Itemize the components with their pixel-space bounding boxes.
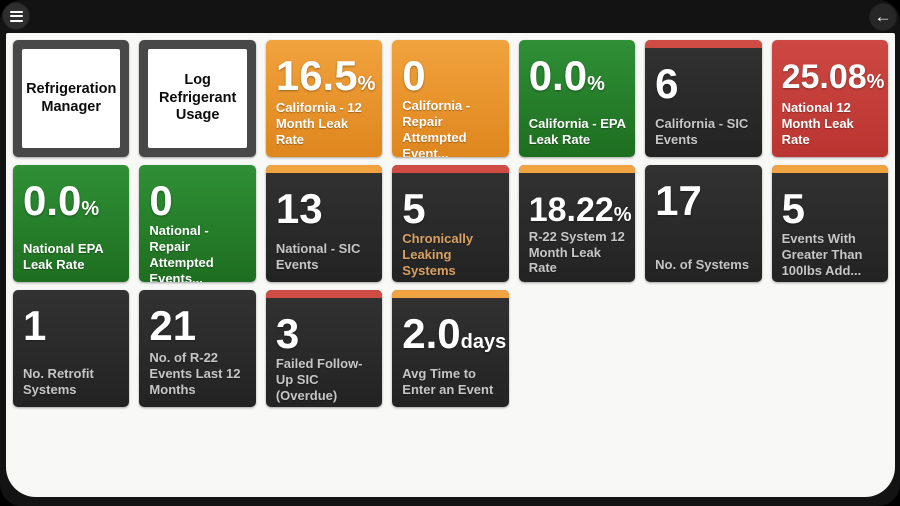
status-stripe-red [392, 165, 509, 173]
metric-tile-national-epa-leak-rate[interactable]: 0.0% National EPA Leak Rate [13, 165, 130, 282]
metric-value: 1 [23, 302, 121, 349]
metric-tile-events-with-greater-than-100lbs-add[interactable]: 5 Events With Greater Than 100lbs Add... [771, 165, 888, 282]
metric-label: Failed Follow-Up SIC (Overdue) [275, 356, 363, 403]
metric-tile-national-repair-attempted-events[interactable]: 0 National - Repair Attempted Events... [139, 165, 256, 282]
status-stripe-red [265, 290, 383, 298]
metric-number: 6 [655, 60, 679, 107]
status-stripe-orange [265, 165, 383, 173]
metric-tile-no-retrofit-systems[interactable]: 1 No. Retrofit Systems [13, 290, 130, 407]
metric-value: 6 [655, 60, 753, 107]
metric-number: 18.22 [528, 191, 614, 229]
status-stripe-orange [771, 165, 888, 173]
nav-tile-inner: Refrigeration Manager [22, 49, 121, 148]
metric-label: National - Repair Attempted Events... [149, 223, 214, 282]
dashboard-content: Refrigeration Manager Log Refrigerant Usa… [6, 33, 895, 497]
metric-tile-avg-time-to-enter-an-event[interactable]: 2.0days Avg Time to Enter an Event [392, 290, 509, 407]
metric-number: 21 [149, 302, 197, 349]
metric-tile-no-of-systems[interactable]: 17 No. of Systems [645, 165, 762, 282]
metric-number: 5 [781, 185, 805, 232]
metric-label: National 12 Month Leak Rate [781, 100, 854, 148]
metric-value: 13 [275, 185, 374, 232]
nav-tile-inner: Log Refrigerant Usage [148, 49, 247, 148]
metric-label: Avg Time to Enter an Event [402, 366, 494, 398]
metric-number: 25.08 [781, 58, 867, 96]
metric-tile-california-epa-leak-rate[interactable]: 0.0% California - EPA Leak Rate [518, 40, 636, 157]
metric-number: 0.0 [528, 52, 588, 99]
metric-suffix: % [81, 198, 100, 220]
metric-suffix: % [587, 73, 605, 95]
menu-button[interactable] [3, 3, 29, 29]
top-bar: ← [0, 0, 900, 33]
hamburger-menu-icon [9, 10, 23, 22]
metric-number: 0.0 [23, 177, 82, 224]
metric-tile-california-12-month-leak-rate[interactable]: 16.5% California - 12 Month Leak Rate [265, 40, 383, 157]
metric-tile-national-12-month-leak-rate[interactable]: 25.08% National 12 Month Leak Rate [771, 40, 888, 157]
nav-tile-label: Log Refrigerant Usage [158, 72, 237, 124]
metric-number: 1 [23, 302, 47, 349]
metric-value: 0.0% [23, 177, 121, 224]
metric-value: 5 [781, 185, 880, 232]
metric-number: 17 [655, 177, 702, 224]
metric-suffix: % [357, 73, 376, 95]
metric-tile-no-of-r-22-events-last-12-months[interactable]: 21 No. of R-22 Events Last 12 Months [139, 290, 256, 407]
metric-label: No. Retrofit Systems [23, 366, 94, 398]
metric-label: National - SIC Events [275, 241, 361, 273]
metric-tile-chronically-leaking-systems[interactable]: 5 Chronically Leaking Systems [392, 165, 509, 282]
metric-label: California - 12 Month Leak Rate [275, 100, 362, 148]
metric-number: 5 [402, 185, 426, 232]
metric-value: 17 [655, 177, 753, 224]
metric-value: 2.0days [402, 310, 506, 357]
tile-grid: Refrigeration Manager Log Refrigerant Usa… [6, 33, 895, 414]
metric-label: California - EPA Leak Rate [528, 116, 626, 148]
status-stripe-red [645, 40, 762, 48]
metric-tile-r-22-system-12-month-leak-rate[interactable]: 18.22% R-22 System 12 Month Leak Rate [518, 165, 636, 282]
metric-tile-failed-follow-up-sic-overdue[interactable]: 3 Failed Follow-Up SIC (Overdue) [265, 290, 383, 407]
metric-label: California - SIC Events [655, 116, 749, 148]
metric-label: No. of R-22 Events Last 12 Months [149, 350, 241, 398]
metric-tile-national-sic-events[interactable]: 13 National - SIC Events [265, 165, 383, 282]
metric-value: 18.22% [528, 187, 632, 229]
nav-tile-refrigeration-manager[interactable]: Refrigeration Manager [13, 40, 130, 157]
metric-suffix: % [613, 204, 632, 226]
metric-label: No. of Systems [655, 257, 750, 273]
metric-value: 5 [402, 185, 500, 232]
metric-tile-california-repair-attempted-event[interactable]: 0 California - Repair Attempted Event... [392, 40, 509, 157]
status-stripe-orange [392, 290, 509, 298]
metric-value: 21 [149, 302, 247, 349]
status-stripe-orange [518, 165, 636, 173]
metric-tile-california-sic-events[interactable]: 6 California - SIC Events [645, 40, 762, 157]
metric-label: National EPA Leak Rate [23, 241, 104, 273]
metric-value: 3 [275, 310, 374, 357]
metric-number: 13 [275, 185, 323, 232]
metric-suffix: days [460, 331, 507, 353]
nav-tile-label: Refrigeration Manager [26, 81, 117, 115]
metric-suffix: % [866, 71, 885, 93]
metric-value: 0.0% [528, 52, 627, 99]
metric-number: 2.0 [402, 310, 461, 357]
back-arrow-icon: ← [874, 6, 892, 26]
metric-number: 0 [402, 52, 426, 99]
metric-value: 16.5% [275, 52, 376, 99]
metric-value: 25.08% [781, 54, 885, 96]
metric-label: Chronically Leaking Systems [402, 231, 474, 278]
metric-label: California - Repair Attempted Event... [402, 98, 471, 157]
metric-number: 16.5 [275, 52, 358, 99]
metric-value: 0 [402, 52, 500, 99]
nav-tile-log-refrigerant-usage[interactable]: Log Refrigerant Usage [139, 40, 256, 157]
metric-value: 0 [149, 177, 247, 224]
metric-number: 3 [275, 310, 300, 357]
metric-label: Events With Greater Than 100lbs Add... [781, 231, 863, 278]
metric-number: 0 [149, 177, 173, 224]
back-button[interactable]: ← [870, 4, 896, 30]
metric-label: R-22 System 12 Month Leak Rate [528, 228, 625, 276]
